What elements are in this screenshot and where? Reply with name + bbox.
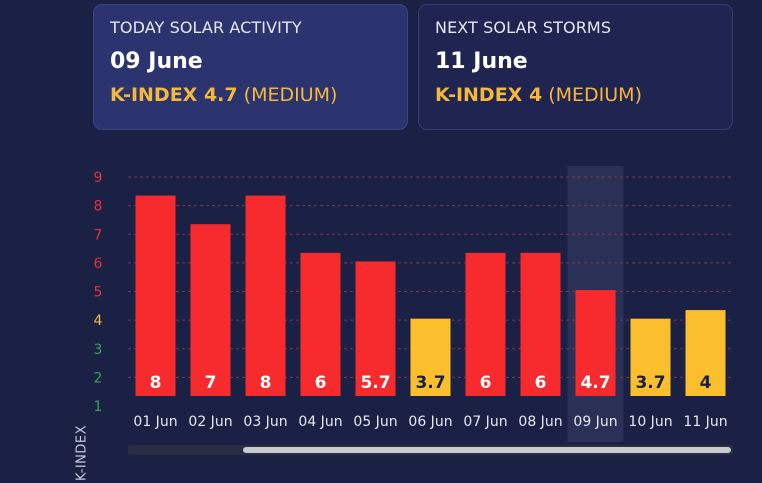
x-tick-label: 02 Jun xyxy=(188,414,232,430)
next-kindex-level: (MEDIUM) xyxy=(548,84,642,106)
today-kindex-value: K-INDEX 4.7 xyxy=(110,84,238,106)
bar-value-label: 8 xyxy=(150,373,162,393)
bar xyxy=(190,224,231,396)
bar-value-label: 4.7 xyxy=(580,373,610,393)
x-tick-label: 10 Jun xyxy=(628,414,672,430)
bar xyxy=(630,318,671,396)
bar xyxy=(685,310,726,396)
y-tick-label: 5 xyxy=(94,285,103,301)
y-tick-label: 8 xyxy=(94,199,103,215)
bar-value-label: 4 xyxy=(700,373,712,393)
x-tick-label: 11 Jun xyxy=(683,414,727,430)
next-card-title: NEXT SOLAR STORMS xyxy=(435,18,612,37)
x-tick-label: 06 Jun xyxy=(408,414,452,430)
x-tick-label: 03 Jun xyxy=(243,414,287,430)
y-tick-label: 2 xyxy=(94,370,103,386)
bar xyxy=(245,195,286,396)
next-card-date: 11 June xyxy=(435,49,528,74)
bar xyxy=(520,252,561,396)
y-tick-label: 7 xyxy=(94,227,103,243)
y-axis-label: K-INDEX xyxy=(74,424,90,482)
next-kindex-value: K-INDEX 4 xyxy=(435,84,543,106)
chart-scrollbar-thumb[interactable] xyxy=(243,447,731,453)
bar xyxy=(135,195,176,396)
y-tick-label: 3 xyxy=(94,342,103,358)
next-solar-storms-card: NEXT SOLAR STORMS 11 June K-INDEX 4 (MED… xyxy=(418,4,733,130)
x-tick-label: 05 Jun xyxy=(353,414,397,430)
x-tick-label: 09 Jun xyxy=(573,414,617,430)
today-card-date: 09 June xyxy=(110,49,203,74)
x-tick-label: 04 Jun xyxy=(298,414,342,430)
bar-value-label: 3.7 xyxy=(635,373,665,393)
bar xyxy=(575,290,616,396)
today-card-kindex: K-INDEX 4.7 (MEDIUM) xyxy=(110,84,391,106)
x-tick-label: 01 Jun xyxy=(133,414,177,430)
bar-value-label: 5.7 xyxy=(360,373,390,393)
x-tick-label: 07 Jun xyxy=(463,414,507,430)
y-tick-label: 6 xyxy=(94,256,103,272)
bar xyxy=(465,252,506,396)
x-tick-label: 08 Jun xyxy=(518,414,562,430)
today-kindex-level: (MEDIUM) xyxy=(243,84,338,106)
y-tick-label: 9 xyxy=(94,170,103,186)
y-tick-label: 4 xyxy=(94,313,103,329)
bar-value-label: 6 xyxy=(315,373,327,393)
bar xyxy=(410,318,451,396)
bar-value-label: 8 xyxy=(260,373,272,393)
bar-value-label: 6 xyxy=(535,373,547,393)
y-tick-label: 1 xyxy=(94,399,103,415)
bar xyxy=(300,252,341,396)
next-card-kindex: K-INDEX 4 (MEDIUM) xyxy=(435,84,716,106)
bar xyxy=(355,261,396,396)
today-solar-activity-card: TODAY SOLAR ACTIVITY 09 June K-INDEX 4.7… xyxy=(93,4,408,130)
today-card-title: TODAY SOLAR ACTIVITY xyxy=(110,18,302,37)
bar-value-label: 6 xyxy=(480,373,492,393)
bar-value-label: 7 xyxy=(205,373,217,393)
chart-scrollbar[interactable] xyxy=(128,445,733,455)
bar-value-label: 3.7 xyxy=(415,373,445,393)
